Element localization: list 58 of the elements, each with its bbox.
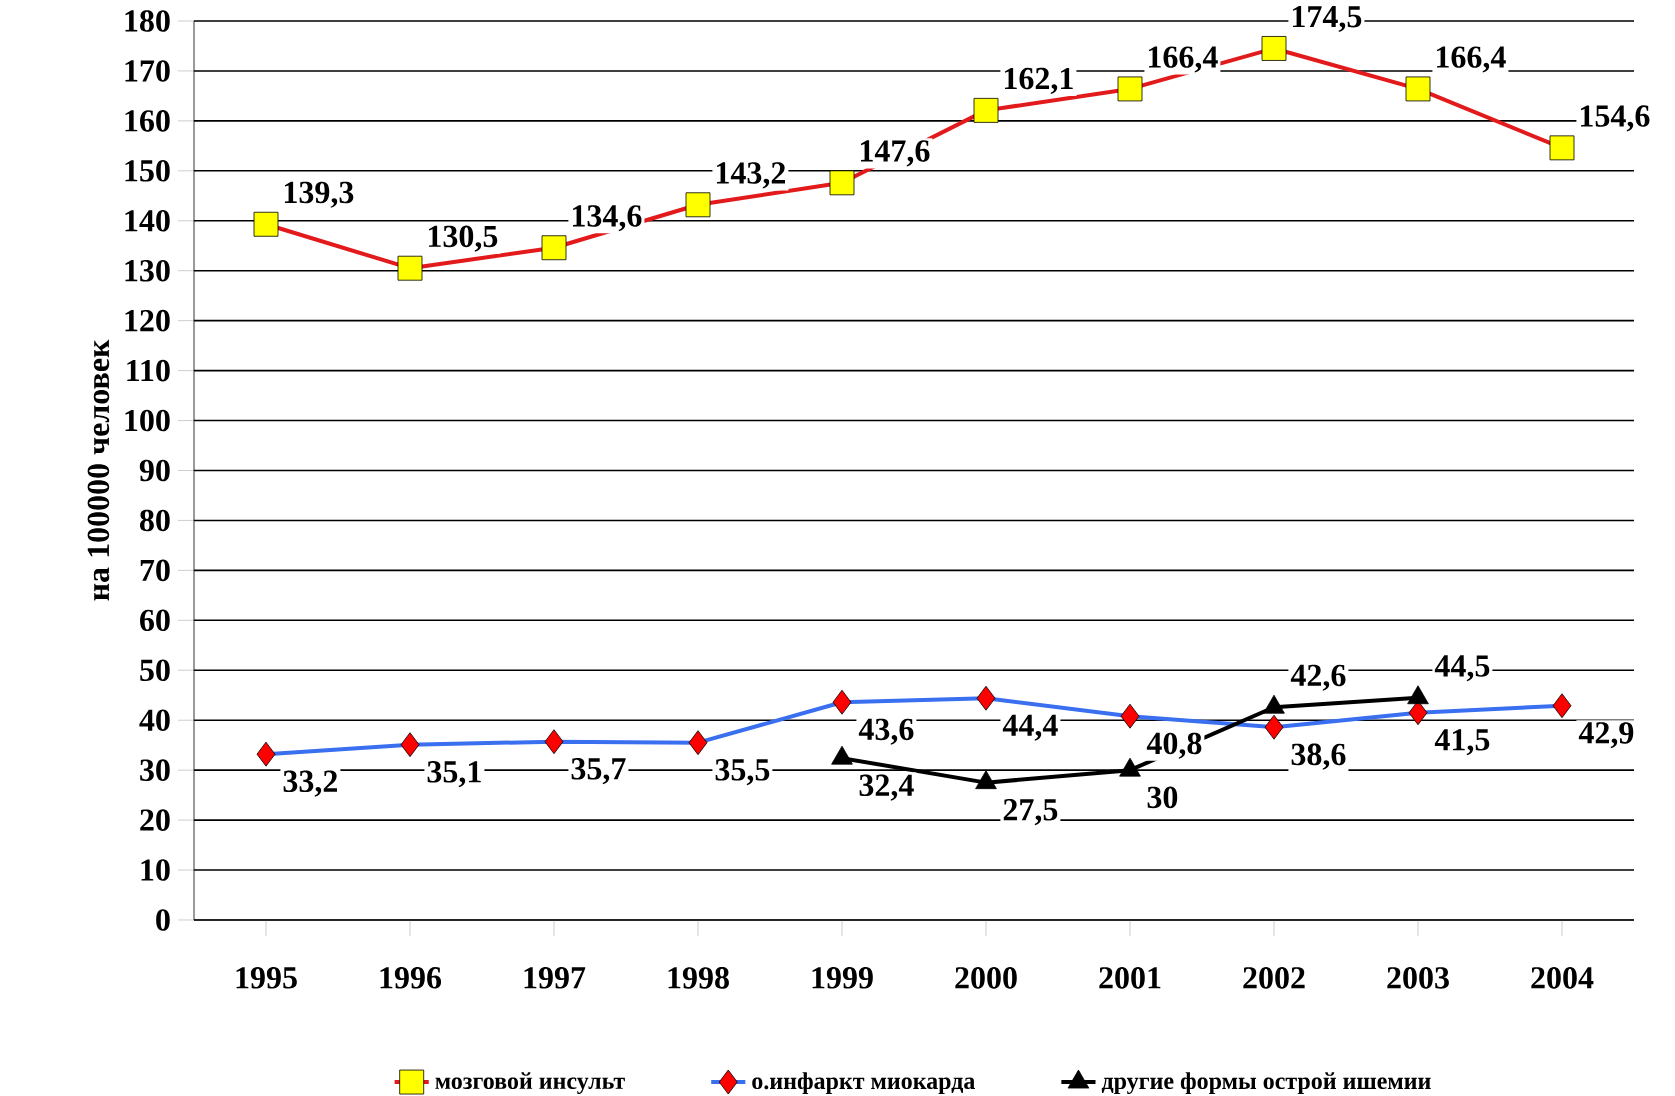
- data-label: 143,2: [716, 162, 786, 189]
- legend-label: мозговой инсульт: [435, 1072, 625, 1094]
- data-label: 174,5: [1292, 6, 1362, 33]
- data-label: 32,4: [859, 774, 914, 801]
- x-tick-label: 2001: [1099, 967, 1161, 989]
- data-label: 27,5: [1003, 799, 1058, 826]
- x-tick-label: 1995: [236, 967, 297, 989]
- data-label: 40,8: [1146, 732, 1202, 759]
- y-tick-label: 30: [140, 759, 170, 781]
- data-label: 33,2: [283, 770, 338, 797]
- y-tick-label: 80: [140, 509, 170, 532]
- data-label: 154,6: [1580, 105, 1650, 132]
- data-label: 147,6: [860, 140, 930, 167]
- x-tick-label: 2002: [1243, 967, 1305, 989]
- data-label: 30: [1147, 786, 1178, 809]
- y-tick-label: 130: [125, 259, 170, 282]
- y-tick-label: 90: [139, 459, 170, 482]
- data-label: 44,4: [1002, 714, 1058, 741]
- data-label: 43,6: [858, 718, 914, 745]
- legend-label: о.инфаркт миокарда: [752, 1072, 975, 1094]
- y-tick-label: 70: [140, 559, 170, 582]
- y-tick-label: 100: [125, 409, 170, 432]
- data-label: 162,1: [1004, 67, 1073, 94]
- data-label: 41,5: [1434, 729, 1490, 756]
- y-tick-label: 20: [140, 809, 170, 831]
- data-label: 35,7: [571, 758, 626, 785]
- data-label: 166,4: [1148, 46, 1218, 73]
- data-label: 134,6: [572, 205, 642, 232]
- data-label: 130,5: [428, 225, 498, 252]
- data-label: 139,3: [284, 181, 354, 208]
- y-tick-label: 10: [141, 859, 170, 881]
- x-tick-label: 2000: [955, 967, 1017, 989]
- y-tick-label: 110: [127, 359, 170, 382]
- y-tick-label: 150: [125, 160, 170, 182]
- y-tick-label: 40: [139, 709, 170, 732]
- data-label: 38,6: [1291, 743, 1346, 770]
- y-tick-label: 140: [125, 209, 170, 232]
- y-tick-label: 0: [156, 909, 170, 931]
- y-tick-label: 170: [125, 60, 170, 82]
- data-label: 35,1: [427, 761, 481, 788]
- y-tick-label: 60: [140, 609, 170, 632]
- x-tick-label: 1996: [380, 967, 442, 989]
- x-tick-label: 1998: [668, 967, 729, 989]
- y-tick-label: 120: [125, 309, 170, 332]
- y-tick-label: 50: [140, 659, 170, 682]
- data-label: 166,4: [1436, 46, 1506, 73]
- y-tick-label: 160: [125, 110, 170, 132]
- y-tick-label: 180: [125, 10, 170, 32]
- data-label: 42,9: [1578, 722, 1634, 749]
- data-label: 44,5: [1434, 655, 1490, 682]
- legend-label: другие формы острой ишемии: [1101, 1072, 1431, 1095]
- data-label: 35,5: [715, 759, 770, 786]
- x-tick-label: 2003: [1387, 967, 1449, 989]
- x-tick-label: 2004: [1531, 967, 1594, 989]
- x-tick-label: 1999: [812, 967, 873, 989]
- y-axis-title: на 100000 человек: [87, 339, 110, 601]
- x-tick-label: 1997: [524, 967, 586, 989]
- data-label: 42,6: [1290, 664, 1346, 691]
